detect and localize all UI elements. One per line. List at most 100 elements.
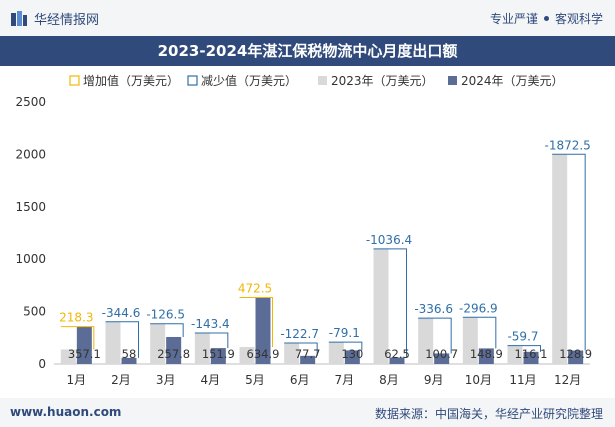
bar-2024-label: 151.9 (202, 347, 235, 361)
bar-2024 (389, 357, 405, 364)
dot-icon (543, 16, 549, 21)
x-tick-label: 7月 (335, 373, 355, 387)
bar-2024 (344, 350, 360, 364)
legend-label: 2023年（万美元） (331, 74, 434, 88)
change-label: -79.1 (329, 326, 360, 340)
legend-swatch-2024 (448, 76, 457, 85)
change-label: -344.6 (102, 306, 141, 320)
bar-2024 (210, 348, 226, 364)
top-bar: 华经情报网 专业严谨 客观科学 (0, 0, 615, 36)
x-tick-label: 9月 (424, 373, 444, 387)
change-label: 472.5 (238, 281, 272, 295)
legend-label: 2024年（万美元） (461, 74, 564, 88)
x-tick-label: 6月 (290, 373, 310, 387)
x-tick-label: 10月 (465, 373, 492, 387)
bar-2023 (150, 323, 166, 364)
footer: www.huaon.com 数据来源：中国海关，华经产业研究院整理 (0, 398, 615, 427)
change-label: -126.5 (146, 308, 185, 322)
bar-2023 (373, 248, 389, 364)
y-tick-label: 1000 (15, 252, 46, 266)
slogan-left: 专业严谨 (489, 12, 538, 26)
bar-2023 (194, 333, 210, 364)
y-tick-label: 2500 (15, 95, 46, 109)
decrease-bracket (105, 321, 139, 358)
change-label: -296.9 (459, 301, 498, 315)
decrease-bracket (418, 317, 452, 354)
bar-2024 (76, 326, 92, 364)
y-tick-label: 2000 (15, 147, 46, 161)
brand: 华经情报网 (10, 9, 99, 28)
bar-2024 (166, 336, 182, 364)
x-tick-label: 4月 (201, 373, 221, 387)
bar-2024 (300, 355, 316, 364)
x-tick-label: 3月 (156, 373, 176, 387)
change-label: -1872.5 (545, 138, 591, 152)
decrease-bracket (462, 316, 497, 349)
x-tick-label: 12月 (554, 373, 581, 387)
bar-2024-label: 634.9 (247, 347, 280, 361)
brand-logo-icon (11, 10, 27, 26)
bar-2024-label: 77.7 (295, 347, 321, 361)
footer-website: www.huaon.com (10, 405, 122, 419)
legend-swatch-decrease (187, 75, 198, 86)
legend-label: 增加值（万美元） (83, 73, 179, 88)
bar-2024-label: 257.8 (157, 347, 190, 361)
bar-2024-label: 357.1 (68, 347, 101, 361)
x-tick-label: 8月 (379, 373, 399, 387)
x-tick-label: 1月 (67, 373, 87, 387)
decrease-bracket (150, 323, 184, 337)
y-tick-label: 0 (38, 357, 46, 371)
bar-2023 (418, 318, 434, 364)
bar-2024-label: 148.9 (470, 347, 503, 361)
bar-2024-label: 62.5 (384, 347, 410, 361)
legend-swatch-increase (69, 75, 80, 86)
decrease-bracket (284, 342, 318, 356)
bar-2024-label: 130 (341, 347, 363, 361)
change-label: 218.3 (59, 311, 93, 325)
legend-swatch-2023 (318, 76, 327, 85)
x-tick-label: 5月 (245, 373, 265, 387)
increase-bracket (60, 326, 95, 350)
decrease-bracket (552, 153, 586, 351)
chart-title: 2023-2024年湛江保税物流中心月度出口额 (0, 36, 615, 66)
decrease-bracket (507, 345, 541, 352)
bar-2024 (568, 350, 584, 364)
x-tick-label: 11月 (509, 373, 536, 387)
change-label: -336.6 (414, 302, 453, 316)
bar-2023 (552, 154, 568, 364)
increase-bracket (239, 296, 273, 347)
bar-2023 (60, 349, 76, 364)
change-label: -122.7 (280, 327, 319, 341)
decrease-bracket (194, 332, 229, 349)
bar-2023 (462, 317, 478, 364)
bar-2024 (478, 348, 494, 364)
bar-2024 (255, 297, 271, 364)
bar-2024 (523, 351, 539, 364)
bar-2024-label: 58 (122, 347, 137, 361)
bar-2024-label: 116.1 (515, 347, 548, 361)
bar-2024 (434, 353, 450, 364)
decrease-bracket (373, 248, 407, 358)
chart-area: 0 500 1000 1500 2000 2500 增加值（万美元） 减少值（万美元） 2023… (15, 73, 592, 387)
decrease-bracket (328, 341, 363, 351)
change-label: -59.7 (507, 330, 538, 344)
y-tick-label: 1500 (15, 200, 46, 214)
bar-2024-label: 128.9 (559, 347, 592, 361)
change-label: -1036.4 (366, 233, 412, 247)
bar-2023 (105, 321, 121, 364)
y-tick-label: 500 (23, 305, 46, 319)
bar-2023 (328, 342, 344, 364)
bar-2023 (284, 342, 300, 364)
x-tick-label: 2月 (111, 373, 131, 387)
bar-2023 (239, 346, 255, 364)
slogan: 专业严谨 客观科学 (490, 10, 603, 27)
bar-2023 (507, 345, 523, 364)
brand-name: 华经情报网 (34, 13, 100, 28)
legend-label: 减少值（万美元） (201, 73, 297, 88)
slogan-right: 客观科学 (554, 12, 603, 26)
footer-source: 数据来源：中国海关，华经产业研究院整理 (374, 407, 603, 421)
bar-2024 (121, 357, 137, 364)
bar-2024-label: 100.7 (425, 347, 458, 361)
change-label: -143.4 (191, 317, 230, 331)
